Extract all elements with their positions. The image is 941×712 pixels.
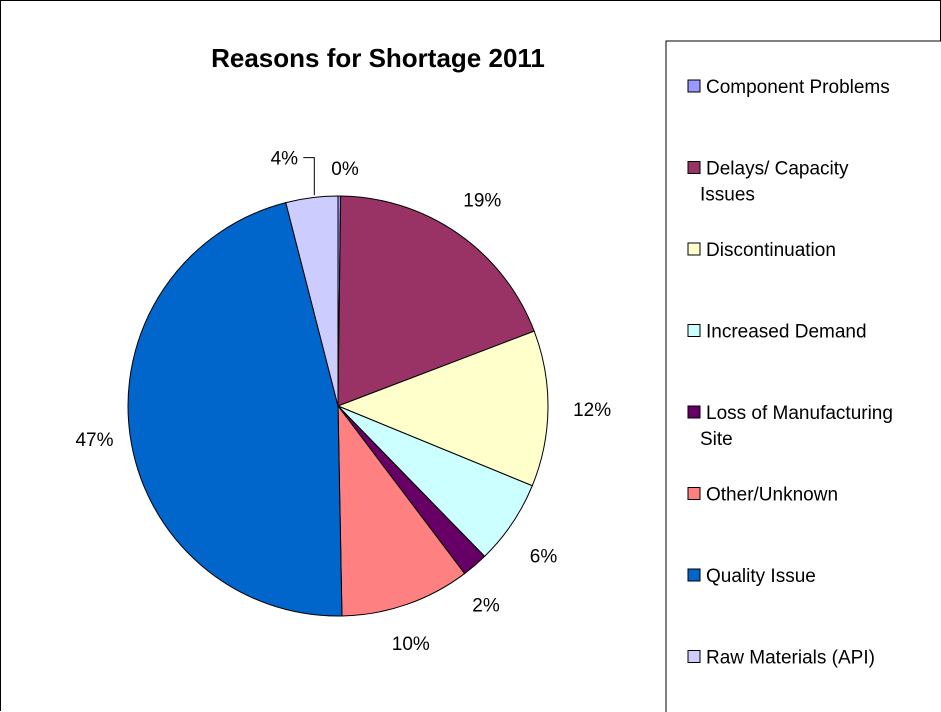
- pie-slices: [127, 195, 549, 617]
- data-labels: 0% 19% 12% 6% 2% 10% 47% 4%: [75, 149, 611, 655]
- data-label-raw-materials-api: 4%: [271, 149, 299, 170]
- legend-item-delays-capacity-issues: Delays/ Capacity Issues: [687, 159, 849, 206]
- legend-item-raw-materials-api: Raw Materials (API): [687, 648, 875, 669]
- legend-label-increased-demand: Increased Demand: [706, 322, 867, 343]
- legend-label-component-problems: Component Problems: [706, 77, 890, 98]
- pie-slice-raw-materials-api: [285, 195, 339, 407]
- legend: Component Problems Delays/ Capacity Issues…: [665, 40, 941, 712]
- legend-label-quality-issue: Quality Issue: [706, 566, 816, 587]
- legend-item-component-problems: Component Problems: [687, 77, 890, 98]
- legend-item-loss-of-manufacturing-site: Loss of Manufacturing Site: [687, 403, 893, 450]
- legend-label-delays-capacity-issues-line-2: Issues: [700, 185, 755, 206]
- legend-swatch-raw-materials-api: [687, 650, 701, 663]
- legend-item-discontinuation: Discontinuation: [687, 240, 836, 261]
- legend-label-delays-capacity-issues: Delays/ Capacity: [706, 159, 849, 180]
- pie-slice-quality-issue: [127, 201, 343, 617]
- legend-swatch-delays-capacity-issues: [687, 161, 701, 174]
- data-label-other-unknown: 10%: [392, 634, 430, 655]
- legend-swatch-quality-issue: [687, 568, 701, 582]
- legend-item-increased-demand: Increased Demand: [687, 322, 867, 343]
- legend-swatch-discontinuation: [687, 242, 701, 256]
- data-label-component-problems: 0%: [331, 159, 359, 180]
- leader-lines: [303, 157, 315, 196]
- pie-slice-other-unknown: [337, 404, 466, 617]
- legend-item-other-unknown: Other/Unknown: [687, 485, 838, 506]
- pie-slice-delays-capacity-issues: [337, 195, 535, 407]
- data-label-increased-demand: 6%: [530, 546, 558, 567]
- chart-title: Reasons for Shortage 2011: [211, 43, 545, 73]
- legend-label-discontinuation: Discontinuation: [706, 240, 836, 261]
- legend-swatch-component-problems: [687, 79, 701, 93]
- legend-label-raw-materials-api: Raw Materials (API): [706, 648, 875, 669]
- legend-label-loss-of-manufacturing-site: Loss of Manufacturing: [706, 403, 893, 424]
- legend-swatch-increased-demand: [687, 324, 701, 337]
- legend-box: [665, 40, 941, 712]
- legend-swatch-loss-of-manufacturing-site: [687, 405, 701, 419]
- legend-item-quality-issue: Quality Issue: [687, 566, 816, 587]
- data-label-delays-capacity-issues: 19%: [463, 190, 501, 211]
- data-label-quality-issue: 47%: [75, 430, 113, 451]
- data-label-discontinuation: 12%: [573, 400, 611, 421]
- pie-slice-discontinuation: [336, 330, 549, 487]
- legend-swatch-other-unknown: [687, 487, 701, 500]
- leader-line-raw-materials-api: [303, 157, 315, 196]
- data-label-loss-of-manufacturing-site: 2%: [472, 596, 500, 617]
- legend-label-other-unknown: Other/Unknown: [706, 485, 838, 506]
- legend-items: Component Problems Delays/ Capacity Issues…: [687, 77, 893, 669]
- legend-label-loss-of-manufacturing-site-line-2: Site: [700, 429, 733, 450]
